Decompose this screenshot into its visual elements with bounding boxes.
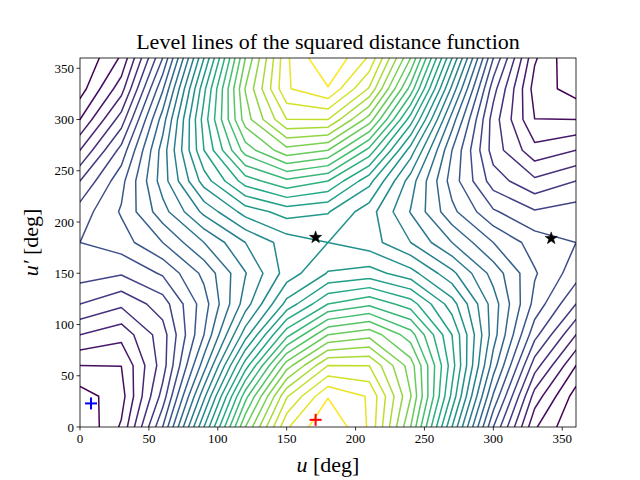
x-tick	[562, 427, 563, 431]
star-marker	[309, 231, 321, 243]
level-line	[80, 58, 576, 427]
level-line	[270, 58, 385, 427]
level-line	[80, 58, 576, 427]
y-tick	[77, 427, 81, 428]
x-tick	[80, 427, 81, 431]
marker-stroke	[90, 397, 92, 409]
y-axis-label: u′ [deg]	[18, 209, 43, 277]
plot-area	[80, 58, 576, 427]
x-tick-label: 50	[142, 431, 155, 446]
y-tick	[77, 170, 81, 171]
y-tick	[77, 273, 81, 274]
y-tick-label: 250	[55, 163, 75, 178]
level-line	[80, 58, 576, 427]
level-line	[279, 58, 377, 427]
level-line	[146, 58, 509, 427]
y-tick-label: 200	[55, 215, 75, 230]
x-tick-label: 150	[277, 431, 297, 446]
y-tick-label: 100	[55, 317, 75, 332]
x-axis-label: u [deg]	[297, 452, 360, 477]
x-tick	[286, 427, 287, 431]
y-tick	[77, 68, 81, 69]
y-tick	[77, 222, 81, 223]
level-line	[253, 58, 402, 427]
x-tick-label: 200	[346, 431, 366, 446]
level-line	[80, 58, 576, 427]
level-line	[80, 58, 576, 427]
marker-stroke	[315, 414, 317, 426]
level-line	[80, 58, 576, 427]
level-line	[182, 58, 475, 427]
level-line	[195, 58, 460, 427]
level-line	[136, 58, 521, 427]
y-tick	[77, 324, 81, 325]
level-line	[201, 58, 454, 427]
y-tick-label: 50	[61, 368, 74, 383]
level-line	[167, 58, 490, 427]
background	[0, 0, 640, 480]
level-line	[215, 58, 442, 427]
level-line	[239, 58, 416, 427]
plus-marker	[85, 397, 97, 409]
level-line	[174, 58, 482, 427]
x-tick	[424, 427, 425, 431]
level-line	[208, 58, 449, 427]
y-tick-label: 300	[55, 112, 75, 127]
x-tick	[355, 427, 356, 431]
x-tick	[217, 427, 218, 431]
y-tick-label: 350	[55, 61, 75, 76]
level-line	[262, 58, 394, 427]
plot-frame	[80, 58, 576, 427]
level-line	[309, 58, 348, 427]
y-tick	[77, 119, 81, 120]
level-line	[189, 58, 467, 427]
x-tick-label: 100	[208, 431, 228, 446]
x-tick	[493, 427, 494, 431]
y-tick-label: 150	[55, 266, 75, 281]
level-line	[80, 58, 576, 427]
chart: 0 50 100 150 200 250 300 350 0 50 100 150 200 250 300 3…	[0, 0, 640, 480]
level-line	[228, 58, 428, 427]
y-tick	[77, 375, 81, 376]
x-tick-label: 300	[484, 431, 504, 446]
y-tick-label: 0	[68, 420, 75, 435]
title: Level lines of the squared distance func…	[136, 29, 520, 54]
x-tick	[148, 427, 149, 431]
x-tick-label: 0	[77, 431, 84, 446]
level-line	[234, 58, 423, 427]
level-line	[80, 58, 576, 427]
level-line	[157, 58, 498, 427]
level-line	[221, 58, 434, 427]
level-line	[119, 58, 538, 427]
level-line	[245, 58, 411, 427]
plus-marker	[310, 414, 322, 426]
star-marker	[545, 232, 557, 244]
x-tick-label: 250	[415, 431, 435, 446]
level-line	[289, 58, 366, 427]
x-tick-label: 350	[552, 431, 572, 446]
